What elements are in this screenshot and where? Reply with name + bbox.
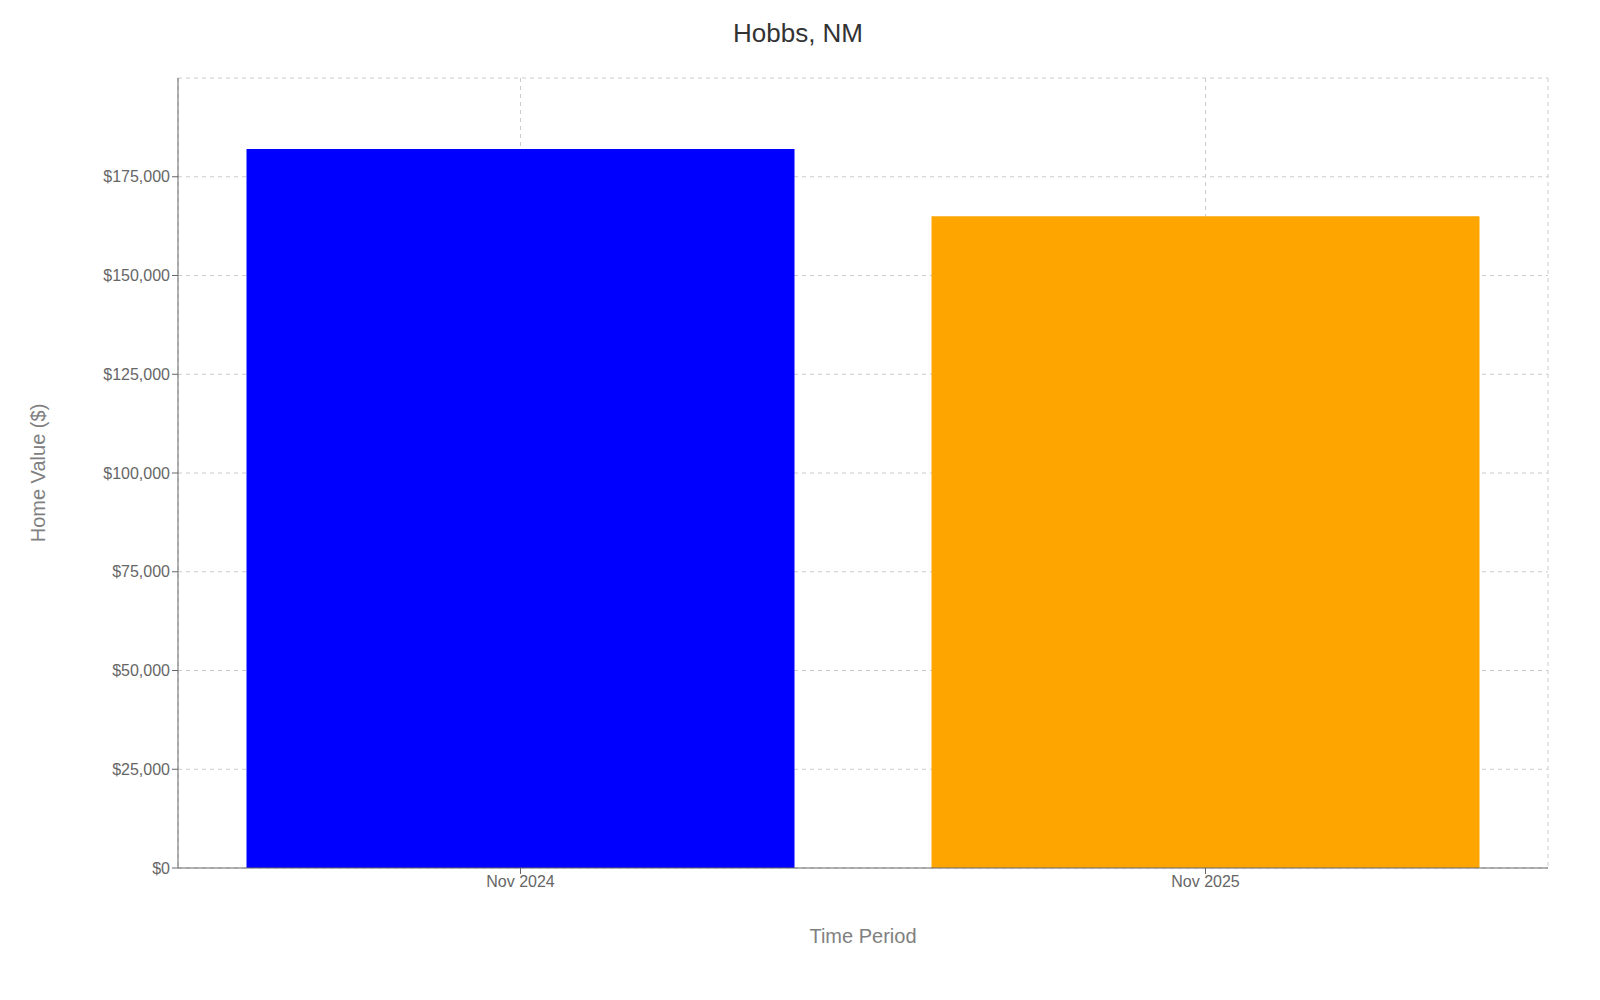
html-text:Hobbs, NM: Hobbs, NM (733, 18, 863, 48)
svg-text:$75,000: $75,000 (112, 563, 170, 580)
svg-text:$175,000: $175,000 (103, 168, 170, 185)
svg-text:Home Value ($): Home Value ($) (27, 404, 49, 543)
svg-text:Nov 2025: Nov 2025 (1171, 873, 1240, 890)
svg-text:$100,000: $100,000 (103, 465, 170, 482)
svg-text:Time Period: Time Period (809, 925, 916, 947)
svg-text:Nov 2024: Nov 2024 (486, 873, 555, 890)
svg-text:$125,000: $125,000 (103, 366, 170, 383)
svg-text:$0: $0 (152, 860, 170, 877)
svg-text:$50,000: $50,000 (112, 662, 170, 679)
svg-text:$150,000: $150,000 (103, 267, 170, 284)
svg-text:$25,000: $25,000 (112, 761, 170, 778)
